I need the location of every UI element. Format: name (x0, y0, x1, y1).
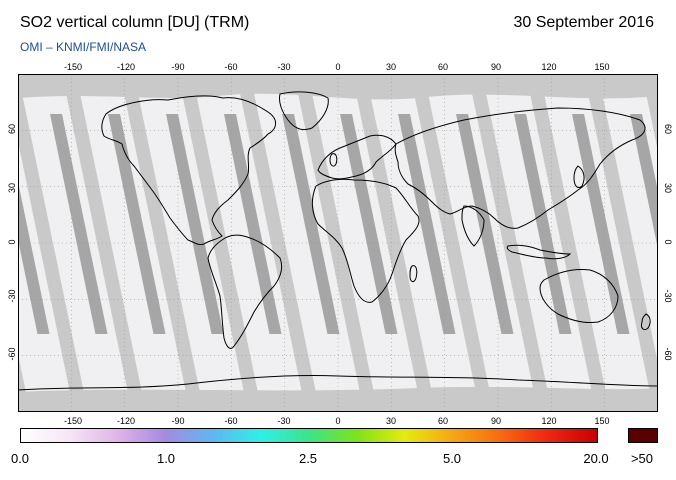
lon-tick-top: -120 (116, 62, 136, 72)
map-date: 30 September 2016 (513, 14, 654, 31)
world-map-canvas (18, 74, 658, 412)
swath-overlap-strip (224, 114, 282, 334)
lon-tick-bottom: -30 (277, 416, 291, 426)
lon-tick-bottom: -60 (224, 416, 238, 426)
asia-coast (394, 107, 646, 229)
coastlines (18, 91, 658, 391)
lon-tick-top: -30 (277, 62, 291, 72)
colorbar-label: 20.0 (583, 451, 609, 466)
lon-tick-top: 150 (594, 62, 610, 72)
swath-overlap-strip (630, 114, 658, 250)
japan-coast (573, 165, 585, 189)
colorbar-overflow-swatch (628, 428, 658, 443)
lon-tick-top: -60 (224, 62, 238, 72)
lon-tick-top: 120 (541, 62, 557, 72)
lat-tick-right: 60 (663, 123, 673, 134)
lat-tick-left: -30 (7, 289, 17, 303)
swath-overlap-strip (456, 114, 514, 334)
lon-tick-bottom: 0 (335, 416, 341, 426)
australia-coast (539, 269, 619, 323)
colorbar-label: 2.5 (298, 451, 318, 466)
colorbar-label: 1.0 (156, 451, 176, 466)
europe-coast (317, 134, 397, 180)
antarctica-coast (18, 374, 658, 391)
colorbar-overflow-label: >50 (630, 451, 654, 466)
north-america-coast (101, 95, 276, 245)
swath-overlap-strip (50, 114, 108, 334)
swath-overlap-strip (340, 114, 398, 334)
swath-overlap-strip (282, 114, 340, 334)
so2-map (18, 74, 658, 412)
lon-tick-bottom: 30 (385, 416, 397, 426)
lon-tick-top: 90 (490, 62, 502, 72)
new-zealand-coast (641, 313, 651, 331)
lat-tick-left: 60 (7, 124, 17, 135)
uk-coast (329, 153, 338, 167)
lon-tick-bottom: 120 (541, 416, 557, 426)
indonesia-coast (506, 244, 572, 260)
lat-tick-left: -60 (7, 347, 17, 361)
swath-overlap-strip (108, 114, 166, 334)
lon-tick-top: -90 (171, 62, 185, 72)
lon-tick-bottom: -120 (116, 416, 136, 426)
lon-tick-top: 0 (335, 62, 341, 72)
africa-coast (311, 178, 420, 303)
lon-tick-top: 30 (385, 62, 397, 72)
lat-tick-right: -30 (663, 289, 673, 303)
lat-tick-left: 30 (7, 183, 17, 194)
south-america-coast (207, 234, 283, 349)
swath-overlap-strip (572, 114, 630, 334)
india-coast (461, 205, 485, 247)
swath-overlap-strip (398, 114, 456, 334)
lon-tick-bottom: -150 (63, 416, 83, 426)
lon-tick-top: -150 (63, 62, 83, 72)
map-title: SO2 vertical column [DU] (TRM) (20, 14, 250, 31)
lon-tick-bottom: 60 (437, 416, 449, 426)
colorbar (20, 428, 598, 443)
colorbar-label: 5.0 (442, 451, 462, 466)
lon-tick-bottom: -90 (171, 416, 185, 426)
swath-overlap-strip (166, 114, 224, 334)
data-credit: OMI – KNMI/FMI/NASA (20, 40, 147, 54)
map-frame (18, 74, 658, 412)
swath-overlap-strip (514, 114, 572, 334)
lat-tick-left: 0 (7, 239, 17, 245)
madagascar-coast (409, 265, 418, 283)
lat-tick-right: 0 (663, 239, 673, 245)
lat-tick-right: -60 (663, 347, 673, 361)
lon-tick-top: 60 (437, 62, 449, 72)
colorbar-label: 0.0 (10, 451, 30, 466)
lon-tick-bottom: 90 (490, 416, 502, 426)
south-no-data (18, 386, 658, 412)
greenland-coast (279, 91, 329, 131)
lon-tick-bottom: 150 (594, 416, 610, 426)
lat-tick-right: 30 (663, 182, 673, 193)
